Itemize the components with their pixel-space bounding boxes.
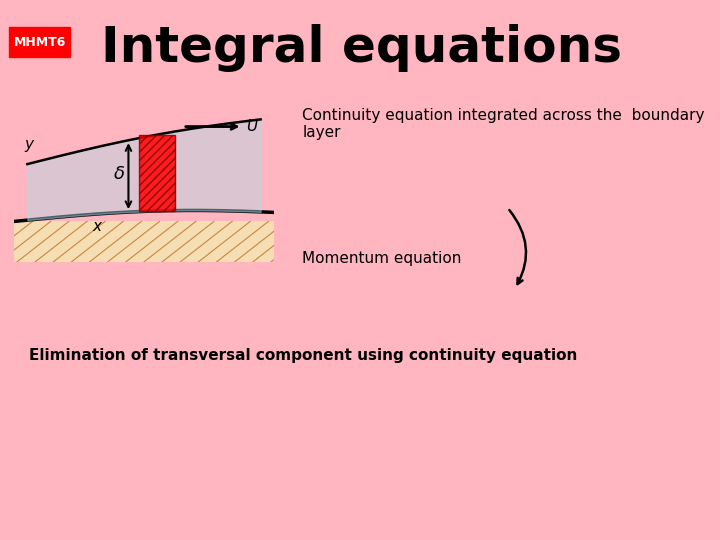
Text: MHMT6: MHMT6 (14, 36, 66, 49)
Text: Elimination of transversal component using continuity equation: Elimination of transversal component usi… (29, 348, 577, 363)
Polygon shape (14, 221, 274, 262)
Text: y: y (24, 137, 34, 152)
Text: U: U (246, 119, 258, 133)
FancyBboxPatch shape (9, 27, 70, 57)
Polygon shape (139, 134, 175, 211)
Text: Integral equations: Integral equations (101, 24, 622, 72)
Text: Momentum equation: Momentum equation (302, 251, 462, 266)
Text: x: x (92, 219, 102, 233)
Text: δ: δ (114, 165, 125, 183)
Text: Continuity equation integrated across the  boundary
layer: Continuity equation integrated across th… (302, 108, 705, 140)
